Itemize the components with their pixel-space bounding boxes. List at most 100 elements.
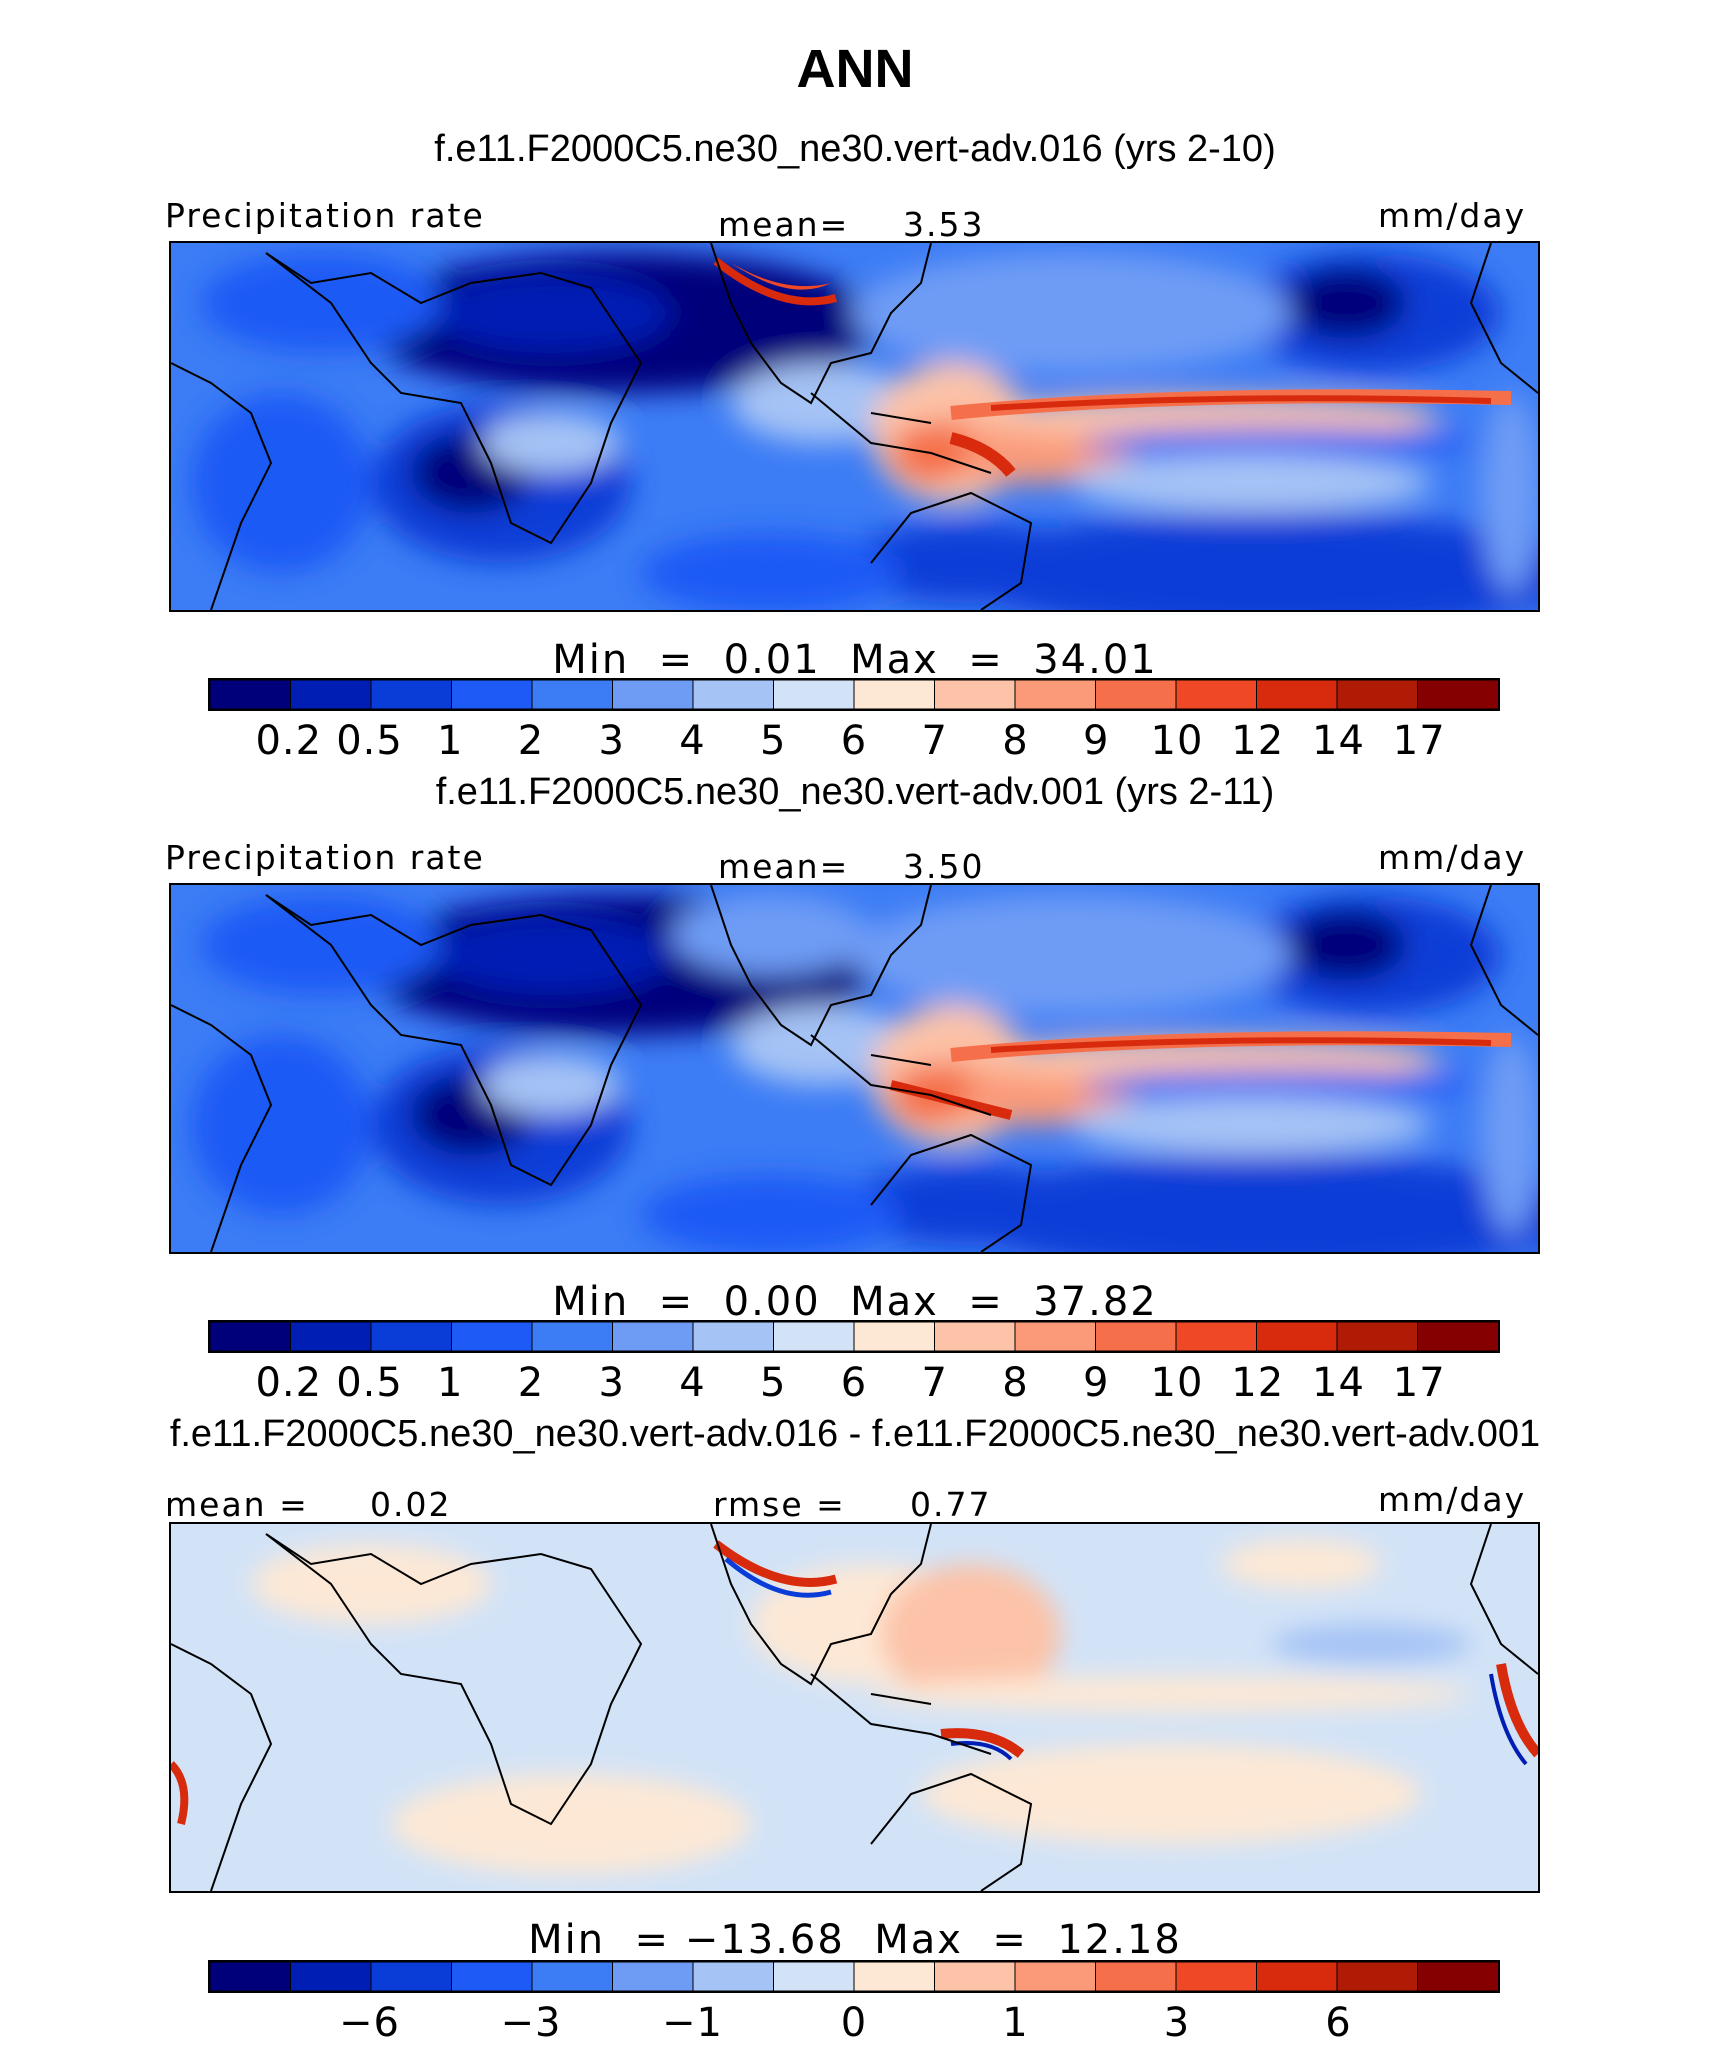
colorbar-tick-label: 1: [1002, 2000, 1029, 2046]
colorbar-box: [1256, 680, 1338, 709]
panel-3-colorbar-boxes: [210, 1962, 1498, 1991]
plot-title: ANN: [796, 39, 914, 99]
colorbar-tick-label: 3: [598, 1360, 625, 1406]
colorbar-tick-label: 6: [840, 718, 868, 764]
panel-1-map-field: [171, 243, 1538, 610]
panel-1-units-label: mm/day: [1378, 196, 1527, 235]
colorbar-box: [1417, 1322, 1498, 1351]
panel-2-mean-label: mean=: [718, 847, 850, 886]
colorbar-box: [1417, 680, 1498, 709]
colorbar-tick-label: 9: [1083, 1360, 1110, 1406]
colorbar-box: [210, 680, 292, 709]
colorbar-tick-label: 10: [1150, 718, 1204, 764]
panel-3-max-value: 12.18: [1057, 1917, 1182, 1963]
colorbar-box: [853, 1962, 936, 1991]
colorbar-tick-label: 2: [517, 718, 545, 764]
colorbar-tick-label: 4: [679, 1360, 706, 1406]
colorbar-box: [934, 1962, 1016, 1991]
colorbar-box: [934, 1322, 1016, 1351]
colorbar-box: [1175, 1322, 1258, 1351]
panel-1-colorbar: [208, 678, 1500, 711]
panel-2-map-field: [171, 885, 1538, 1252]
colorbar-tick-label: 7: [921, 718, 948, 764]
colorbar-box: [370, 1322, 453, 1351]
panel-3-rmse-label: rmse =: [713, 1485, 846, 1524]
panel-1-map: [169, 241, 1540, 612]
colorbar-box: [451, 1962, 533, 1991]
panel-2-minmax: Min = 0.00 Max = 37.82: [0, 1279, 1710, 1325]
panel-1-mean-label: mean=: [718, 205, 850, 244]
colorbar-tick-label: 1: [437, 1360, 464, 1406]
colorbar-box: [773, 1962, 855, 1991]
colorbar-box: [1336, 1962, 1419, 1991]
colorbar-box: [1014, 1322, 1097, 1351]
colorbar-box: [1095, 1962, 1177, 1991]
panel-2-min-value: 0.00: [723, 1279, 821, 1325]
colorbar-box: [1256, 1962, 1338, 1991]
colorbar-tick-label: 0.2: [255, 718, 323, 764]
colorbar-tick-label: 8: [1002, 718, 1029, 764]
colorbar-box: [1336, 1322, 1419, 1351]
colorbar-tick-label: 0.2: [255, 1360, 323, 1406]
panel-1-colorbar-boxes: [210, 680, 1498, 709]
colorbar-tick-label: −3: [500, 2000, 562, 2046]
colorbar-tick-label: 3: [1163, 2000, 1191, 2046]
colorbar-box: [531, 1322, 614, 1351]
panel-3-map: [169, 1522, 1540, 1893]
panel-3-case-title: f.e11.F2000C5.ne30_ne30.vert-adv.016 - f…: [169, 1413, 1541, 1455]
colorbar-tick-label: 6: [840, 1360, 868, 1406]
colorbar-box: [370, 1962, 453, 1991]
panel-1-min-label: Min =: [552, 637, 695, 683]
colorbar-tick-label: 5: [760, 1360, 787, 1406]
colorbar-box: [692, 1322, 775, 1351]
colorbar-box: [1175, 680, 1258, 709]
colorbar-tick-label: −1: [662, 2000, 723, 2046]
colorbar-tick-label: 14: [1312, 718, 1365, 764]
colorbar-tick-label: −6: [339, 2000, 400, 2046]
panel-1-case-title: f.e11.F2000C5.ne30_ne30.vert-adv.016 (yr…: [434, 128, 1276, 170]
colorbar-box: [612, 1322, 694, 1351]
colorbar-tick-label: 0.5: [336, 1360, 403, 1406]
colorbar-tick-label: 12: [1231, 718, 1285, 764]
panel-3-colorbar-ticks: −6 −3 −1 0 1 3 6: [208, 2000, 1500, 2046]
panel-2-case-title: f.e11.F2000C5.ne30_ne30.vert-adv.001 (yr…: [435, 771, 1275, 813]
colorbar-box: [934, 680, 1016, 709]
colorbar-box: [1095, 1322, 1177, 1351]
panel-2-min-label: Min =: [552, 1279, 695, 1325]
colorbar-box: [531, 1962, 614, 1991]
colorbar-tick-label: 17: [1392, 1360, 1446, 1406]
colorbar-box: [1175, 1962, 1258, 1991]
panel-1-colorbar-ticks: 0.2 0.5 1 2 3 4 5 6 7 8 9 10 12 14 17: [208, 718, 1500, 764]
colorbar-tick-label: 2: [517, 1360, 545, 1406]
colorbar-tick-label: 10: [1150, 1360, 1204, 1406]
colorbar-box: [370, 680, 453, 709]
colorbar-tick-label: 14: [1312, 1360, 1365, 1406]
colorbar-box: [692, 1962, 775, 1991]
colorbar-box: [692, 680, 775, 709]
colorbar-box: [531, 680, 614, 709]
colorbar-box: [210, 1322, 292, 1351]
colorbar-box: [1014, 1962, 1097, 1991]
colorbar-tick-label: 4: [679, 718, 706, 764]
colorbar-box: [451, 680, 533, 709]
colorbar-box: [451, 1322, 533, 1351]
colorbar-box: [290, 1962, 372, 1991]
panel-2-units-label: mm/day: [1378, 838, 1527, 877]
colorbar-box: [612, 680, 694, 709]
panel-2-map: [169, 883, 1540, 1254]
panel-1-mean-value: 3.53: [903, 205, 985, 244]
colorbar-box: [853, 1322, 936, 1351]
panel-3-rmse-value: 0.77: [910, 1485, 992, 1524]
colorbar-tick-label: 0: [840, 2000, 868, 2046]
panel-3-mean-value: 0.02: [370, 1485, 452, 1524]
colorbar-box: [1417, 1962, 1498, 1991]
panel-3-colorbar: [208, 1960, 1500, 1993]
colorbar-box: [612, 1962, 694, 1991]
panel-3-min-value: −13.68: [684, 1917, 845, 1963]
panel-2-max-label: Max =: [850, 1279, 1004, 1325]
colorbar-box: [290, 1322, 372, 1351]
colorbar-tick-label: 12: [1231, 1360, 1285, 1406]
panel-2-colorbar-ticks: 0.2 0.5 1 2 3 4 5 6 7 8 9 10 12 14 17: [208, 1360, 1500, 1406]
panel-1-minmax: Min = 0.01 Max = 34.01: [0, 637, 1710, 683]
colorbar-box: [773, 680, 855, 709]
